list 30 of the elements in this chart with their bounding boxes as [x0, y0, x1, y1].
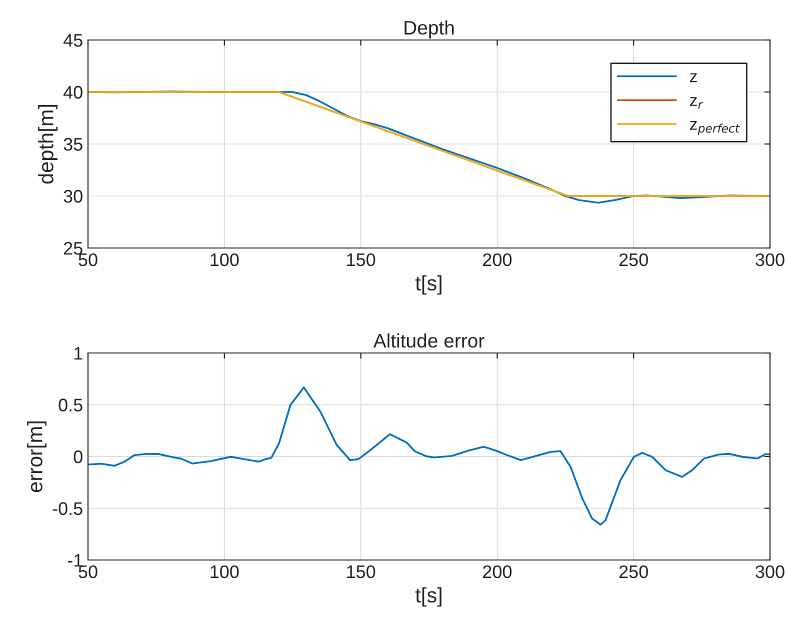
x-axis-title: t[s]: [415, 275, 442, 295]
x-tick-label: 150: [347, 253, 376, 266]
chart-title: Altitude error: [373, 333, 484, 348]
x-tick-label: 100: [210, 565, 239, 578]
y-tick-label: 1: [74, 347, 82, 360]
x-tick-label: 50: [78, 253, 98, 266]
y-tick-label: 35: [64, 138, 82, 151]
y-axis-title: depth[m]: [38, 104, 58, 184]
x-tick-label: 200: [483, 565, 512, 578]
y-tick-label: 45: [63, 34, 82, 47]
x-tick-label: 250: [619, 253, 648, 266]
y-tick-label: 40: [63, 86, 82, 99]
x-tick-label: 100: [210, 253, 239, 266]
legend-label: z$_{perfect}$: [690, 120, 740, 135]
y-tick-label: 0.5: [58, 398, 82, 412]
legend-label: z$_{r}$: [690, 97, 704, 109]
x-axis-title: t[s]: [415, 587, 442, 607]
x-tick-label: 300: [756, 253, 784, 266]
x-tick-label: 50: [78, 565, 98, 578]
chart-title: Depth: [404, 20, 454, 38]
y-tick-label: -0.5: [52, 502, 82, 515]
x-tick-label: 250: [619, 565, 648, 578]
x-tick-label: 300: [756, 565, 784, 578]
y-tick-label: 0: [74, 450, 82, 464]
x-tick-label: 200: [483, 253, 512, 266]
legend-label: z: [690, 73, 697, 82]
y-tick-label: 30: [64, 190, 82, 203]
x-tick-label: 150: [347, 565, 376, 578]
y-tick-label: 25: [64, 242, 82, 255]
y-axis-title: error[m]: [27, 422, 46, 492]
